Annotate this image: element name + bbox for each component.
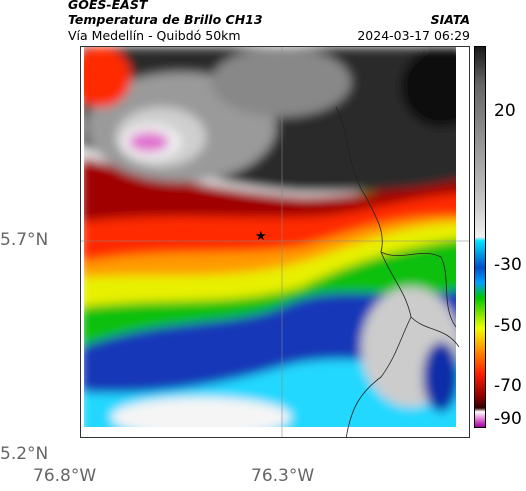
colorbar-tick-minus50: -50 [494, 316, 522, 336]
datetime-label: 2024-03-17 06:29 [357, 28, 470, 43]
colorbar-tick-minus90: -90 [494, 409, 522, 429]
colorbar [474, 46, 486, 428]
lat-label-5-2: 5.2°N [0, 444, 49, 464]
satellite-name: GOES-EAST [68, 0, 148, 12]
satellite-map[interactable]: ★ [80, 46, 470, 438]
colorbar-tick-minus70: -70 [494, 376, 522, 396]
colorbar-tick-minus30: -30 [494, 255, 522, 275]
colorbar-tick-20: 20 [494, 101, 516, 121]
lon-label-76-3: 76.3°W [251, 466, 315, 486]
route-label: Vía Medellín - Quibdó 50km [68, 28, 241, 43]
star-icon: ★ [255, 229, 267, 244]
lon-label-76-8: 76.8°W [33, 466, 97, 486]
map-image [81, 47, 469, 437]
product-title: Temperatura de Brillo CH13 [68, 12, 263, 27]
org-label: SIATA [430, 12, 470, 27]
lat-label-5-7: 5.7°N [0, 230, 49, 250]
